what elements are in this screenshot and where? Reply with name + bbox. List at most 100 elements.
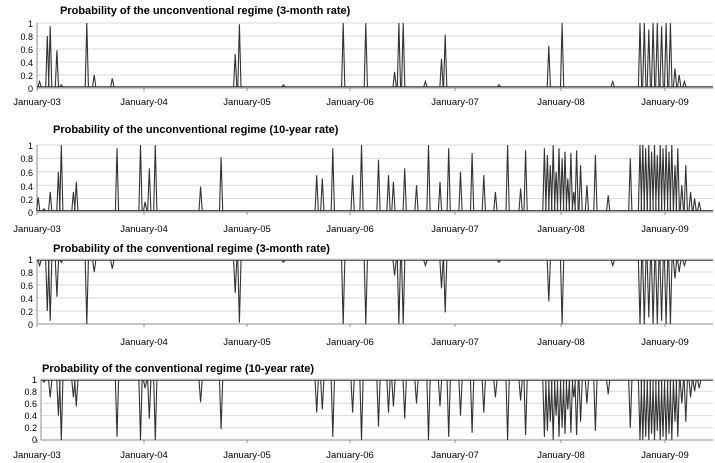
data-spike	[679, 380, 684, 404]
data-spike	[198, 186, 203, 211]
y-tick-label: 0.8	[20, 268, 33, 278]
data-spike	[584, 380, 590, 404]
data-spike	[646, 29, 651, 87]
data-spike	[652, 144, 657, 211]
data-spike	[668, 22, 673, 87]
y-tick-label: 0.6	[20, 45, 33, 55]
data-spike	[320, 178, 325, 211]
data-spike	[426, 144, 431, 211]
data-spike	[565, 178, 570, 211]
data-spike	[556, 380, 562, 437]
data-spike	[677, 260, 682, 273]
data-spike	[376, 159, 381, 211]
data-spike	[659, 26, 664, 87]
data-spike	[553, 171, 559, 211]
data-spike	[45, 35, 50, 87]
plot-area	[36, 144, 713, 215]
data-spike	[668, 260, 673, 325]
data-spike	[401, 22, 406, 87]
data-spike	[84, 22, 89, 87]
data-spike	[218, 380, 224, 430]
data-spike	[682, 260, 687, 268]
data-spike	[646, 144, 651, 211]
x-tick-label: January-03	[13, 97, 61, 108]
data-spike	[663, 22, 669, 87]
data-spike	[92, 74, 97, 87]
data-spike	[542, 380, 547, 437]
panel-conventional-3m: Probability of the conventional regime (…	[20, 243, 713, 348]
data-spike	[578, 380, 583, 422]
data-spike	[640, 380, 645, 441]
data-spike	[548, 380, 553, 422]
data-spike	[542, 148, 547, 211]
x-tick-label: January-07	[431, 450, 479, 461]
data-spike	[330, 380, 335, 437]
data-spike	[496, 83, 501, 88]
data-spike	[469, 380, 475, 433]
data-spike	[84, 260, 89, 325]
data-spike	[396, 22, 402, 87]
data-spike	[610, 79, 615, 87]
data-spike	[655, 380, 660, 431]
data-spike	[642, 260, 647, 325]
data-spike	[505, 380, 510, 441]
data-spike	[675, 380, 680, 437]
data-spike	[675, 148, 680, 211]
data-spike	[643, 380, 648, 437]
data-spike	[218, 157, 224, 211]
data-spike	[153, 380, 158, 441]
data-spike	[147, 380, 152, 419]
x-tick-label: January-09	[641, 450, 689, 461]
y-tick-label: 0.4	[24, 411, 37, 421]
data-spike	[233, 260, 238, 293]
data-spike	[138, 380, 143, 441]
x-tick-label: January-04	[120, 97, 168, 108]
data-spike	[359, 144, 364, 211]
x-tick-label: January-07	[431, 224, 479, 235]
data-spike	[683, 165, 688, 211]
data-spike	[48, 191, 53, 211]
data-spike	[423, 260, 428, 268]
data-spike	[48, 380, 53, 398]
x-tick-label: January-05	[223, 337, 271, 348]
data-spike	[237, 24, 242, 87]
data-spike	[363, 22, 368, 87]
y-tick-label: 0	[28, 320, 33, 330]
data-spike	[37, 79, 42, 87]
data-spike	[142, 380, 148, 389]
data-spike	[669, 144, 674, 211]
data-spike	[237, 260, 242, 323]
x-tick-label: January-03	[13, 224, 61, 235]
y-tick-label: 0	[28, 208, 33, 218]
x-tick-label: January-09	[641, 337, 689, 348]
data-spike	[660, 148, 666, 211]
data-spike	[551, 144, 556, 211]
data-spike	[650, 260, 656, 325]
data-spike	[71, 191, 76, 211]
data-spike	[559, 158, 565, 211]
data-spike	[401, 260, 406, 325]
data-spike	[59, 144, 64, 211]
data-spike	[593, 380, 598, 431]
data-spike	[138, 144, 143, 211]
y-tick-label: 0	[32, 435, 37, 445]
data-spike	[672, 260, 678, 279]
data-spike	[652, 380, 657, 441]
data-spike	[655, 155, 660, 211]
y-tick-label: 0.4	[20, 182, 33, 192]
tick-labels: 0 0.2 0.4 0.6 0.8 1 January-03 January-0…	[13, 19, 689, 108]
y-tick-label: 0.2	[20, 71, 33, 81]
data-spike	[697, 201, 702, 211]
x-tick-label: January-06	[326, 450, 374, 461]
x-tick-label: January-08	[537, 337, 585, 348]
plot-area	[36, 22, 713, 91]
data-spike	[659, 260, 664, 321]
data-spike	[376, 380, 381, 427]
data-spike	[593, 155, 598, 211]
data-spike	[660, 380, 666, 437]
panel-title: Probability of the unconventional regime…	[60, 5, 351, 17]
data-spike	[391, 181, 396, 211]
data-spike	[642, 22, 647, 87]
y-tick-label: 0.8	[24, 387, 37, 397]
data-spike	[568, 380, 574, 433]
